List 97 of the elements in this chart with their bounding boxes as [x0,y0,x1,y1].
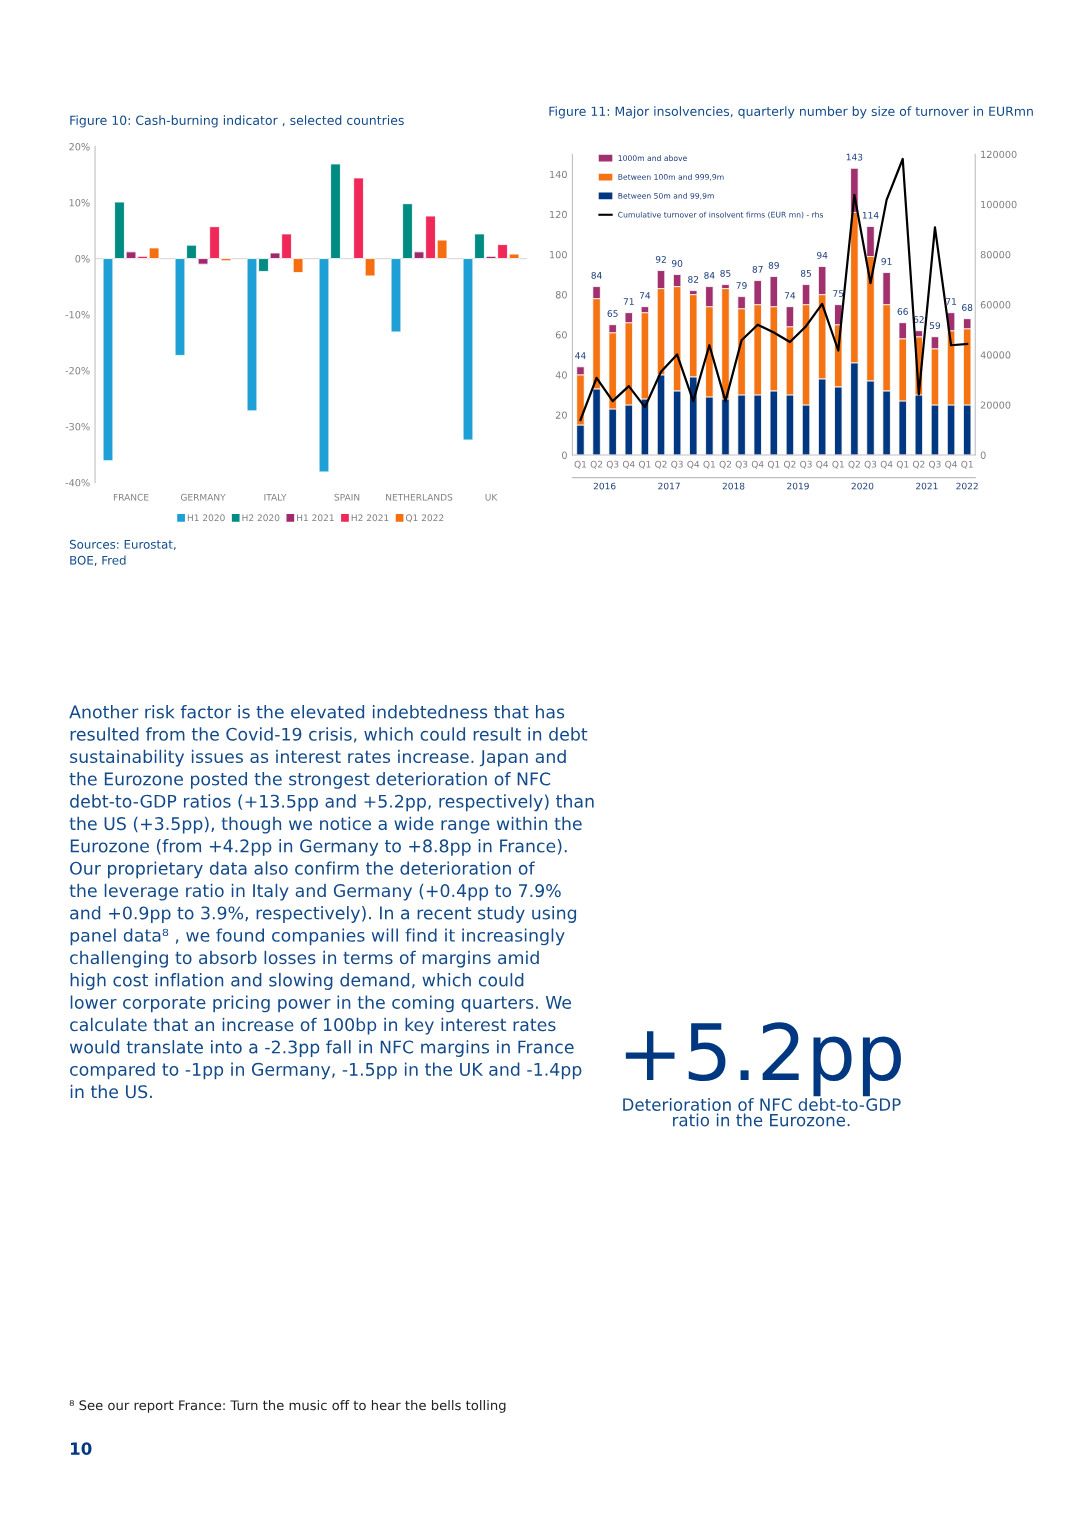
total-label: 84 [704,271,715,279]
x-tick-label: UK [485,493,498,501]
x-tick-label: Q3 [800,460,812,469]
y-tick-label: 60 [555,331,567,339]
x-tick-label: Q4 [880,460,893,469]
x-tick-label: Q3 [606,460,619,469]
text: Deterioration of NFC debt-to-GDP ratio in the Eurozone. [623,1098,901,1127]
total-label: 82 [688,276,699,283]
x2-tick-label: 2022 [956,482,978,490]
text: ⁸ See our report France: Turn the music off to hear the bells tolling [69,1400,506,1413]
total-label: 75 [833,290,844,297]
x-tick-label: Q1 [703,460,715,469]
x-tick-label: Q2 [784,460,796,469]
total-label: 74 [784,292,796,299]
x-tick-label: FRANCE [113,493,149,501]
x-tick-label: Q1 [767,460,780,469]
y2-tick-label: 100000 [981,200,1017,209]
total-label: 87 [752,265,763,273]
y-tick-label: 0 [561,451,567,459]
x-tick-label: Q2 [590,460,603,469]
y2-tick-label: 40000 [980,351,1011,359]
x2-tick-label: 2018 [722,482,745,490]
total-label: 143 [846,153,863,161]
text: +5.2pp [625,1022,901,1097]
legend-label: H2 2021 [351,514,389,522]
y-tick-label: 10% [69,199,90,207]
x-tick-label: Q3 [735,460,748,469]
x-tick-label: Q1 [574,460,587,469]
source-note: Sources: Eurostat, BOE, Fred [69,539,176,566]
x-tick-label: Q2 [848,460,860,469]
chart-title: Figure 10: Cash-burning indicator , selected countries [70,115,404,128]
x2-tick-label: 2021 [916,482,938,490]
total-label: 65 [607,310,618,317]
x-tick-label: Q3 [671,460,683,469]
x-tick-label: Q4 [816,460,829,469]
y-tick-label: -10% [65,311,90,319]
legend-label: H1 2021 [297,514,334,522]
y-tick-label: 80 [555,291,567,299]
total-label: 89 [768,261,779,269]
y2-tick-label: 60000 [980,301,1011,309]
total-label: 71 [946,298,956,305]
x-tick-label: Q1 [961,460,973,469]
y-tick-label: 0% [75,255,90,263]
y-tick-label: 120 [550,210,567,219]
x-tick-label: Q4 [945,460,957,469]
x-tick-label: Q4 [687,460,700,469]
y-tick-label: 20% [69,143,90,151]
y-tick-label: 100 [550,250,567,259]
total-label: 66 [897,308,908,315]
total-label: 94 [816,251,828,259]
total-label: 71 [623,298,634,305]
x-tick-label: Q3 [929,460,941,469]
legend-label: H2 2020 [242,514,280,522]
x-tick-label: NETHERLANDS [386,493,453,501]
y-tick-label: -40% [65,479,90,487]
x-tick-label: Q2 [655,460,667,469]
x-tick-label: SPAIN [334,493,360,501]
total-label: 44 [575,352,586,359]
total-label: 85 [720,269,731,277]
x-tick-label: Q3 [864,460,877,469]
x-tick-label: Q4 [751,460,764,469]
y2-tick-label: 20000 [980,401,1011,409]
y-tick-label: -20% [65,367,90,375]
y-tick-label: 20 [555,411,567,419]
total-label: 90 [671,259,683,267]
y2-tick-label: 120000 [981,150,1017,159]
x2-tick-label: 2016 [593,482,616,490]
y-tick-label: -30% [65,423,90,431]
legend-label: Q1 2022 [405,514,444,523]
total-label: 85 [800,269,811,277]
total-label: 79 [736,282,747,289]
legend-label: H1 2020 [187,514,225,522]
total-label: 84 [591,271,602,279]
y-tick-label: 140 [550,170,567,179]
x-tick-label: Q1 [638,460,651,469]
y-tick-label: 40 [555,371,567,379]
x2-tick-label: 2019 [787,482,809,490]
text: Another risk factor is the elevated indebtedness that has resulted from the Covid-19 crisis, which could result in debt sustainability issues as interest rates increase. Japan and the Eurozone posted the strongest deterioration of NFC debt-to-GDP ratios (+13.5pp and +5.2pp, respectively) than the US (+3.5pp), though we notice a wide range within the Eurozone (from +4.2pp in Germany to +8.8pp in France). Our proprietary data also confirm the deterioration of the leverage ratio in Italy and Germany (+0.4pp to 7.9% and +0.9pp to 3.9%, respectively). In a recent study using panel data⁸ , we found companies will find it increasingly challenging to absorb losses in terms of margins amid high cost inflation and slowing demand, which could lower corporate pricing power in the coming quarters. We calculate that an increase of 100bp in key interest rates would translate into a -2.3pp fall in NFC margins in France compared to -1pp in Germany, -1.5pp in the UK and -1.4pp in the US. [69,705,594,1099]
x-tick-label: Q4 [622,460,635,469]
y2-tick-label: 0 [980,451,986,459]
text: 10 [71,1442,92,1455]
chart-title: Figure 11: Major insolvencies, quarterly number by size of turnover in EURmn [549,106,1033,119]
total-label: 92 [655,255,666,263]
x-tick-label: Q2 [912,460,925,469]
x-tick-label: Q2 [719,460,731,469]
x-tick-label: Q1 [832,460,844,469]
x-tick-label: Q1 [896,460,909,469]
x-tick-label: ITALY [264,493,287,501]
total-label: 114 [862,211,879,219]
x-tick-label: GERMANY [180,493,226,501]
total-label: 68 [962,304,973,311]
x2-tick-label: 2017 [658,482,680,490]
total-label: 74 [639,292,651,299]
total-label: 91 [881,257,892,265]
total-label: 59 [929,322,941,329]
x2-tick-label: 2020 [851,482,874,490]
y2-tick-label: 80000 [980,250,1011,259]
